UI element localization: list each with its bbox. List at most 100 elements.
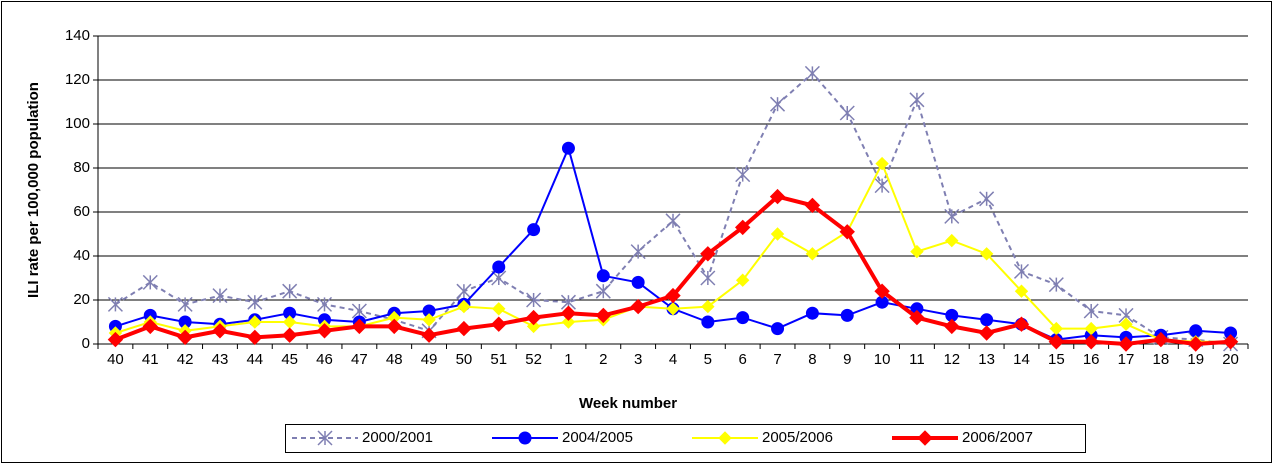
data-point [421, 327, 437, 343]
legend-marker [317, 430, 333, 446]
series-line [114, 71, 1231, 345]
y-tick-label: 120 [65, 71, 90, 88]
x-tick-label: 48 [386, 351, 403, 368]
legend-label: 2004/2005 [562, 429, 633, 446]
x-tick-label: 49 [421, 351, 438, 368]
x-tick-label: 9 [843, 351, 851, 368]
x-tick-label: 47 [351, 351, 368, 368]
x-tick-label: 5 [704, 351, 712, 368]
data-point [560, 305, 577, 321]
data-point [770, 96, 786, 112]
data-point [665, 287, 681, 304]
legend-marker [917, 430, 933, 446]
data-point [212, 323, 228, 339]
data-point [561, 315, 576, 329]
data-point [701, 299, 715, 314]
legend-label: 2006/2007 [962, 429, 1033, 446]
data-point [595, 307, 612, 324]
data-point [596, 269, 610, 283]
data-point [316, 323, 333, 339]
data-point [142, 318, 158, 335]
data-point [875, 156, 889, 171]
data-point [107, 296, 123, 312]
data-point [595, 283, 611, 299]
data-point [736, 311, 750, 325]
data-point [247, 294, 263, 310]
x-tick-label: 17 [1118, 351, 1135, 368]
data-point [456, 320, 472, 337]
y-tick-label: 20 [73, 291, 90, 308]
data-point [142, 274, 158, 290]
x-tick-label: 3 [634, 351, 642, 368]
data-point [527, 223, 541, 237]
data-point [492, 260, 506, 274]
data-point [351, 318, 368, 335]
data-point [1153, 331, 1169, 348]
data-point [526, 319, 541, 334]
data-point [665, 213, 681, 229]
y-tick-label: 80 [73, 159, 90, 176]
data-point [700, 246, 716, 262]
data-point [212, 288, 228, 304]
data-point [282, 283, 298, 299]
y-tick-label: 140 [65, 27, 90, 44]
data-point [456, 283, 472, 299]
data-point [1119, 317, 1133, 331]
data-point [525, 309, 542, 326]
data-point [735, 273, 750, 287]
data-point [944, 318, 960, 335]
data-point [177, 329, 193, 346]
data-point [771, 322, 785, 336]
data-point [945, 233, 959, 248]
data-point [770, 227, 785, 241]
data-point [805, 306, 819, 320]
data-point [247, 329, 263, 346]
x-tick-label: 43 [212, 351, 229, 368]
data-point [631, 275, 645, 289]
data-point [944, 208, 960, 224]
x-tick-label: 2 [599, 351, 607, 368]
data-point [630, 244, 646, 260]
data-point [1189, 324, 1203, 338]
data-point [492, 302, 506, 316]
x-tick-label: 45 [281, 351, 298, 368]
data-point [630, 298, 646, 315]
data-point [840, 308, 854, 322]
data-point [526, 292, 542, 308]
data-point [839, 105, 855, 121]
data-point [1048, 277, 1064, 293]
data-point [561, 141, 575, 155]
data-point [909, 92, 925, 108]
data-point [281, 327, 298, 343]
y-tick-label: 0 [82, 335, 90, 352]
data-point [980, 313, 994, 327]
data-point [248, 315, 262, 329]
x-tick-label: 16 [1083, 351, 1100, 368]
data-point [701, 315, 715, 329]
data-point [874, 283, 890, 299]
y-tick-label: 60 [73, 203, 90, 220]
data-point [316, 296, 333, 312]
data-point [1013, 316, 1030, 332]
data-point [666, 302, 680, 316]
x-tick-label: 6 [739, 351, 747, 368]
x-tick-label: 40 [107, 351, 124, 368]
data-point [805, 247, 820, 261]
data-point [734, 219, 751, 236]
x-tick-label: 46 [316, 351, 333, 368]
legend-marker [718, 431, 732, 445]
data-point [1188, 336, 1204, 352]
data-point [909, 309, 925, 326]
data-point [1014, 284, 1029, 298]
data-point [910, 244, 924, 259]
x-tick-label: 12 [943, 351, 960, 368]
data-point [1222, 334, 1239, 350]
x-tick-label: 42 [177, 351, 194, 368]
y-axis-label: ILI rate per 100,000 population [25, 82, 42, 298]
x-tick-label: 13 [978, 351, 995, 368]
data-point [804, 65, 820, 81]
data-point [422, 313, 436, 327]
data-point [457, 299, 471, 314]
